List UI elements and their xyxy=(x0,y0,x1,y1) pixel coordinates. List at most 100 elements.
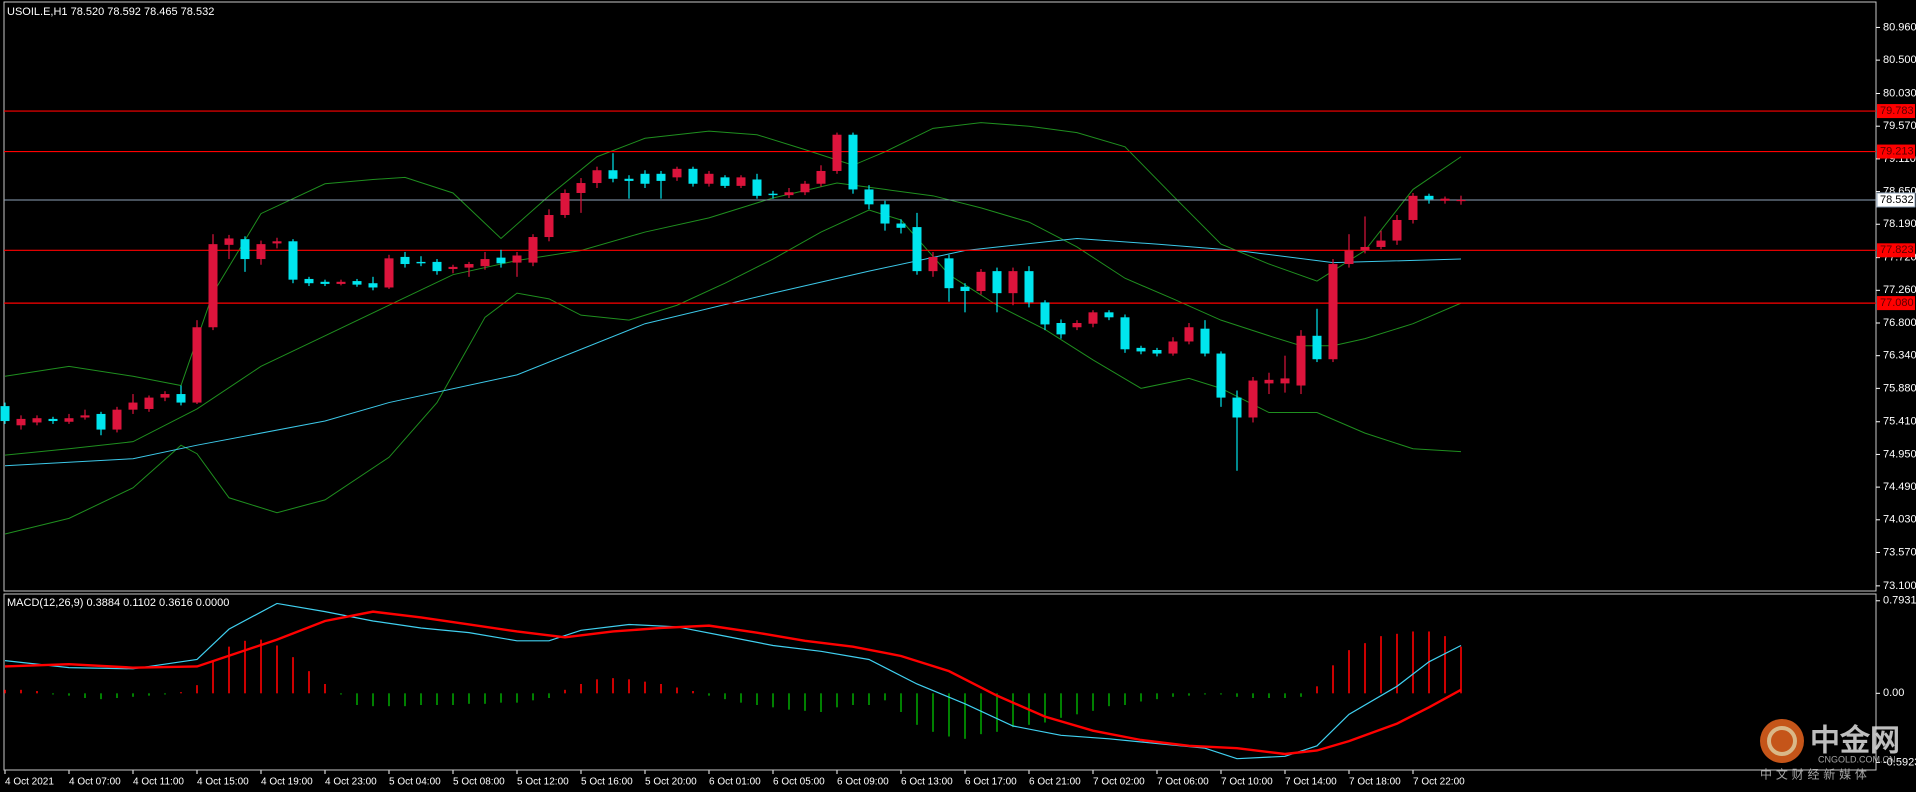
x-tick-label: 7 Oct 14:00 xyxy=(1285,777,1337,788)
candle-body xyxy=(960,286,970,292)
price-label: 78.532 xyxy=(1880,194,1914,206)
candle-body xyxy=(144,397,154,409)
candle-body xyxy=(32,418,42,423)
candle-body xyxy=(1216,353,1226,398)
candle-body xyxy=(224,238,234,245)
candle-body xyxy=(992,271,1002,294)
candle-body xyxy=(912,227,922,272)
y-tick-label: -0.5923 xyxy=(1883,756,1916,768)
candle-body xyxy=(1120,317,1130,350)
candle-body xyxy=(1360,246,1370,251)
y-tick-label: 73.570 xyxy=(1883,546,1916,558)
panel-title: MACD(12,26,9) 0.3884 0.1102 0.3616 0.000… xyxy=(7,597,229,609)
candle-body xyxy=(1088,312,1098,324)
indicator-line xyxy=(4,209,1462,535)
candle-body xyxy=(720,177,730,186)
candle-body xyxy=(1392,219,1402,241)
candle-body xyxy=(624,178,634,181)
candle-body xyxy=(320,281,330,284)
y-tick-label: 79.570 xyxy=(1883,120,1916,132)
candle-body xyxy=(560,192,570,216)
candle-body xyxy=(736,177,746,186)
x-tick-label: 6 Oct 17:00 xyxy=(965,777,1017,788)
x-tick-label: 6 Oct 01:00 xyxy=(709,777,761,788)
candle-body xyxy=(112,409,122,430)
x-tick-label: 6 Oct 21:00 xyxy=(1029,777,1081,788)
candle-body xyxy=(1152,349,1162,354)
candle-body xyxy=(656,173,666,181)
indicator-line xyxy=(4,602,1462,760)
x-tick-label: 5 Oct 12:00 xyxy=(517,777,569,788)
x-tick-label: 6 Oct 09:00 xyxy=(837,777,889,788)
candle-body xyxy=(192,327,202,403)
candle-body xyxy=(288,241,298,280)
indicator-line xyxy=(4,237,1462,467)
candle-body xyxy=(336,281,346,284)
x-tick-label: 7 Oct 10:00 xyxy=(1221,777,1273,788)
candle-body xyxy=(1040,302,1050,325)
y-tick-label: 74.030 xyxy=(1883,514,1916,526)
x-tick-label: 4 Oct 19:00 xyxy=(261,777,313,788)
x-tick-label: 7 Oct 06:00 xyxy=(1157,777,1209,788)
panel-frame xyxy=(3,1,1877,592)
candle-body xyxy=(480,259,490,267)
level-label: 77.823 xyxy=(1880,244,1914,256)
candle-body xyxy=(1056,322,1066,335)
candle-body xyxy=(688,168,698,184)
logo-slogan: 中 文 财 经 新 媒 体 xyxy=(1760,767,1867,782)
candle-body xyxy=(800,183,810,193)
candle-body xyxy=(128,402,138,410)
x-tick-label: 7 Oct 02:00 xyxy=(1093,777,1145,788)
level-label-box xyxy=(1877,144,1915,159)
candle-body xyxy=(944,258,954,289)
candle-body xyxy=(304,278,314,284)
candle-body xyxy=(752,179,762,196)
y-tick-label: 77.260 xyxy=(1883,284,1916,296)
candle-body xyxy=(64,418,74,422)
candle-body xyxy=(784,192,794,196)
candle-body xyxy=(640,173,650,184)
y-tick-label: 76.340 xyxy=(1883,350,1916,362)
candle-body xyxy=(1008,271,1018,294)
candle-body xyxy=(272,241,282,244)
indicator-line xyxy=(4,122,1462,387)
panel-frame xyxy=(3,593,1877,771)
chart-title: USOIL.E,H1 78.520 78.592 78.465 78.532 xyxy=(7,6,214,18)
candle-body xyxy=(48,418,58,422)
candle-body xyxy=(848,134,858,190)
candle-body xyxy=(816,170,826,184)
candle-body xyxy=(0,406,10,422)
candle-body xyxy=(256,244,266,260)
x-tick-label: 6 Oct 13:00 xyxy=(901,777,953,788)
x-tick-label: 4 Oct 11:00 xyxy=(133,777,184,788)
candle-body xyxy=(368,283,378,288)
candle-body xyxy=(416,261,426,264)
x-tick-label: 7 Oct 22:00 xyxy=(1413,777,1465,788)
candle-body xyxy=(1200,328,1210,354)
candle-body xyxy=(496,257,506,264)
price-label-box xyxy=(1876,192,1916,208)
candle-body xyxy=(1136,347,1146,352)
candle-body xyxy=(384,258,394,288)
candle-body xyxy=(160,394,170,398)
x-tick-label: 5 Oct 20:00 xyxy=(645,777,697,788)
candle-body xyxy=(1280,378,1290,384)
candle-body xyxy=(544,215,554,238)
candle-body xyxy=(864,189,874,205)
watermark: 中金网 CNGOLD.COM.CN 中 文 财 经 新 媒 体 xyxy=(1760,719,1900,782)
candle-body xyxy=(768,193,778,196)
y-tick-label: 80.030 xyxy=(1883,87,1916,99)
x-tick-label: 7 Oct 18:00 xyxy=(1349,777,1401,788)
candle-body xyxy=(576,183,586,193)
candle-body xyxy=(464,264,474,268)
candle-body xyxy=(832,134,842,171)
y-tick-label: 74.490 xyxy=(1883,481,1916,493)
x-tick-label: 5 Oct 04:00 xyxy=(389,777,441,788)
y-tick-label: 78.190 xyxy=(1883,218,1916,230)
level-label-box xyxy=(1877,296,1915,311)
candle-body xyxy=(704,173,714,184)
candle-body xyxy=(16,418,26,426)
candle-body xyxy=(880,204,890,224)
